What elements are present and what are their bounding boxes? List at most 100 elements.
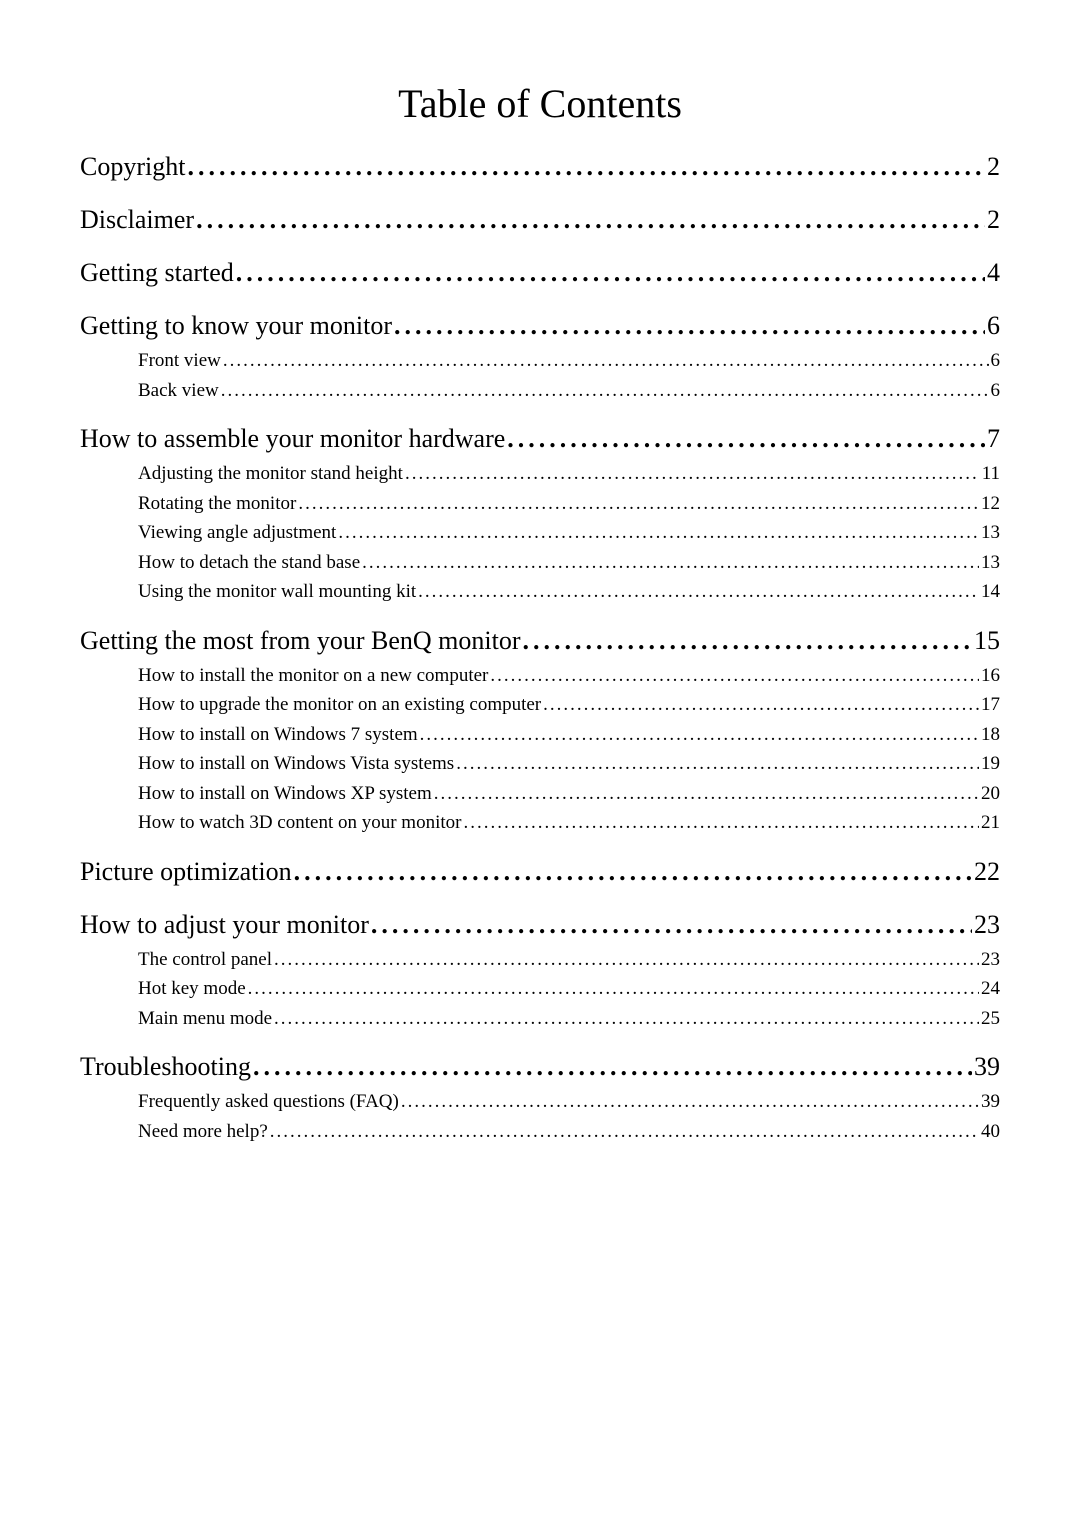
toc-title: Table of Contents — [80, 80, 1000, 127]
toc-leader-dots — [490, 662, 979, 691]
toc-entry-level2[interactable]: Back view 6 — [138, 377, 1000, 406]
toc-entry-label: Frequently asked questions (FAQ) — [138, 1088, 399, 1117]
toc-entry-level2[interactable]: How to upgrade the monitor on an existin… — [138, 691, 1000, 720]
toc-entry-label: How to detach the stand base — [138, 549, 360, 578]
toc-entry-level1[interactable]: How to assemble your monitor hardware 7 — [80, 419, 1000, 458]
toc-entry-label: Hot key mode — [138, 975, 246, 1004]
toc-leader-dots — [463, 809, 979, 838]
toc-leader-dots — [221, 377, 989, 406]
toc-entry-level1[interactable]: Getting started 4 — [80, 253, 1000, 292]
toc-entry-label: How to install on Windows XP system — [138, 780, 432, 809]
toc-entry-label: Rotating the monitor — [138, 490, 296, 519]
toc-entry-page: 7 — [987, 419, 1000, 458]
toc-leader-dots — [418, 578, 979, 607]
toc-entry-level2[interactable]: Hot key mode 24 — [138, 975, 1000, 1004]
toc-entry-page: 2 — [987, 147, 1000, 186]
toc-entry-page: 6 — [991, 347, 1001, 376]
toc-entry-page: 25 — [981, 1005, 1000, 1034]
toc-entry-level2[interactable]: Main menu mode 25 — [138, 1005, 1000, 1034]
toc-entry-page: 13 — [981, 549, 1000, 578]
toc-entry-label: The control panel — [138, 946, 272, 975]
toc-entry-page: 39 — [974, 1047, 1000, 1086]
toc-container: Copyright 2Disclaimer 2Getting started 4… — [80, 147, 1000, 1146]
toc-entry-level2[interactable]: Front view 6 — [138, 347, 1000, 376]
toc-entry-page: 12 — [981, 490, 1000, 519]
toc-entry-level2[interactable]: How to detach the stand base 13 — [138, 549, 1000, 578]
toc-section: How to adjust your monitor 23The control… — [80, 905, 1000, 1034]
toc-entry-label: Getting to know your monitor — [80, 306, 392, 345]
toc-entry-level2[interactable]: How to install on Windows 7 system 18 — [138, 721, 1000, 750]
toc-entry-page: 18 — [981, 721, 1000, 750]
toc-entry-level1[interactable]: Getting the most from your BenQ monitor … — [80, 621, 1000, 660]
toc-entry-level1[interactable]: Getting to know your monitor 6 — [80, 306, 1000, 345]
toc-leader-dots — [394, 306, 985, 345]
toc-section: Copyright 2 — [80, 147, 1000, 186]
toc-leader-dots — [523, 621, 972, 660]
toc-section: Troubleshooting 39Frequently asked quest… — [80, 1047, 1000, 1146]
toc-entry-page: 2 — [987, 200, 1000, 239]
toc-entry-page: 24 — [981, 975, 1000, 1004]
toc-entry-level2[interactable]: How to install the monitor on a new comp… — [138, 662, 1000, 691]
toc-entry-level2[interactable]: The control panel 23 — [138, 946, 1000, 975]
toc-entry-label: How to assemble your monitor hardware — [80, 419, 505, 458]
toc-section: Getting the most from your BenQ monitor … — [80, 621, 1000, 838]
toc-entry-label: Adjusting the monitor stand height — [138, 460, 403, 489]
toc-entry-page: 40 — [981, 1118, 1000, 1147]
toc-leader-dots — [456, 750, 979, 779]
toc-entry-level2[interactable]: Using the monitor wall mounting kit 14 — [138, 578, 1000, 607]
toc-section: Picture optimization 22 — [80, 852, 1000, 891]
toc-leader-dots — [253, 1047, 972, 1086]
toc-leader-dots — [338, 519, 979, 548]
toc-leader-dots — [274, 1005, 979, 1034]
toc-entry-level2[interactable]: Viewing angle adjustment 13 — [138, 519, 1000, 548]
toc-entry-label: Picture optimization — [80, 852, 292, 891]
toc-leader-dots — [248, 975, 979, 1004]
toc-leader-dots — [270, 1118, 979, 1147]
toc-leader-dots — [507, 419, 985, 458]
toc-entry-label: Getting the most from your BenQ monitor — [80, 621, 521, 660]
toc-section: Disclaimer 2 — [80, 200, 1000, 239]
toc-entry-level2[interactable]: How to install on Windows Vista systems … — [138, 750, 1000, 779]
toc-entry-label: Using the monitor wall mounting kit — [138, 578, 416, 607]
toc-entry-level1[interactable]: Disclaimer 2 — [80, 200, 1000, 239]
toc-entry-label: Back view — [138, 377, 219, 406]
toc-entry-label: Need more help? — [138, 1118, 268, 1147]
toc-entry-page: 21 — [981, 809, 1000, 838]
toc-leader-dots — [223, 347, 989, 376]
toc-entry-page: 11 — [982, 460, 1000, 489]
toc-leader-dots — [187, 147, 985, 186]
toc-entry-level1[interactable]: How to adjust your monitor 23 — [80, 905, 1000, 944]
toc-entry-page: 23 — [981, 946, 1000, 975]
toc-section: Getting started 4 — [80, 253, 1000, 292]
toc-entry-level1[interactable]: Picture optimization 22 — [80, 852, 1000, 891]
toc-entry-level2[interactable]: Need more help? 40 — [138, 1118, 1000, 1147]
toc-leader-dots — [405, 460, 980, 489]
toc-section: How to assemble your monitor hardware 7A… — [80, 419, 1000, 607]
toc-entry-label: How to install on Windows Vista systems — [138, 750, 454, 779]
toc-entry-label: How to upgrade the monitor on an existin… — [138, 691, 541, 720]
toc-leader-dots — [294, 852, 972, 891]
toc-entry-level2[interactable]: Adjusting the monitor stand height 11 — [138, 460, 1000, 489]
toc-entry-label: How to adjust your monitor — [80, 905, 369, 944]
toc-entry-level2[interactable]: How to watch 3D content on your monitor … — [138, 809, 1000, 838]
toc-entry-level2[interactable]: How to install on Windows XP system 20 — [138, 780, 1000, 809]
toc-entry-label: How to install on Windows 7 system — [138, 721, 418, 750]
toc-entry-label: Viewing angle adjustment — [138, 519, 336, 548]
toc-entry-label: Disclaimer — [80, 200, 194, 239]
toc-entry-page: 19 — [981, 750, 1000, 779]
toc-entry-level1[interactable]: Troubleshooting 39 — [80, 1047, 1000, 1086]
toc-entry-label: How to watch 3D content on your monitor — [138, 809, 461, 838]
toc-entry-level1[interactable]: Copyright 2 — [80, 147, 1000, 186]
toc-leader-dots — [274, 946, 979, 975]
toc-leader-dots — [298, 490, 979, 519]
toc-entry-label: Copyright — [80, 147, 185, 186]
toc-entry-page: 13 — [981, 519, 1000, 548]
toc-entry-level2[interactable]: Frequently asked questions (FAQ) 39 — [138, 1088, 1000, 1117]
toc-leader-dots — [434, 780, 979, 809]
toc-leader-dots — [420, 721, 979, 750]
toc-leader-dots — [236, 253, 985, 292]
toc-entry-level2[interactable]: Rotating the monitor 12 — [138, 490, 1000, 519]
toc-leader-dots — [371, 905, 972, 944]
toc-entry-label: Getting started — [80, 253, 234, 292]
toc-entry-page: 39 — [981, 1088, 1000, 1117]
